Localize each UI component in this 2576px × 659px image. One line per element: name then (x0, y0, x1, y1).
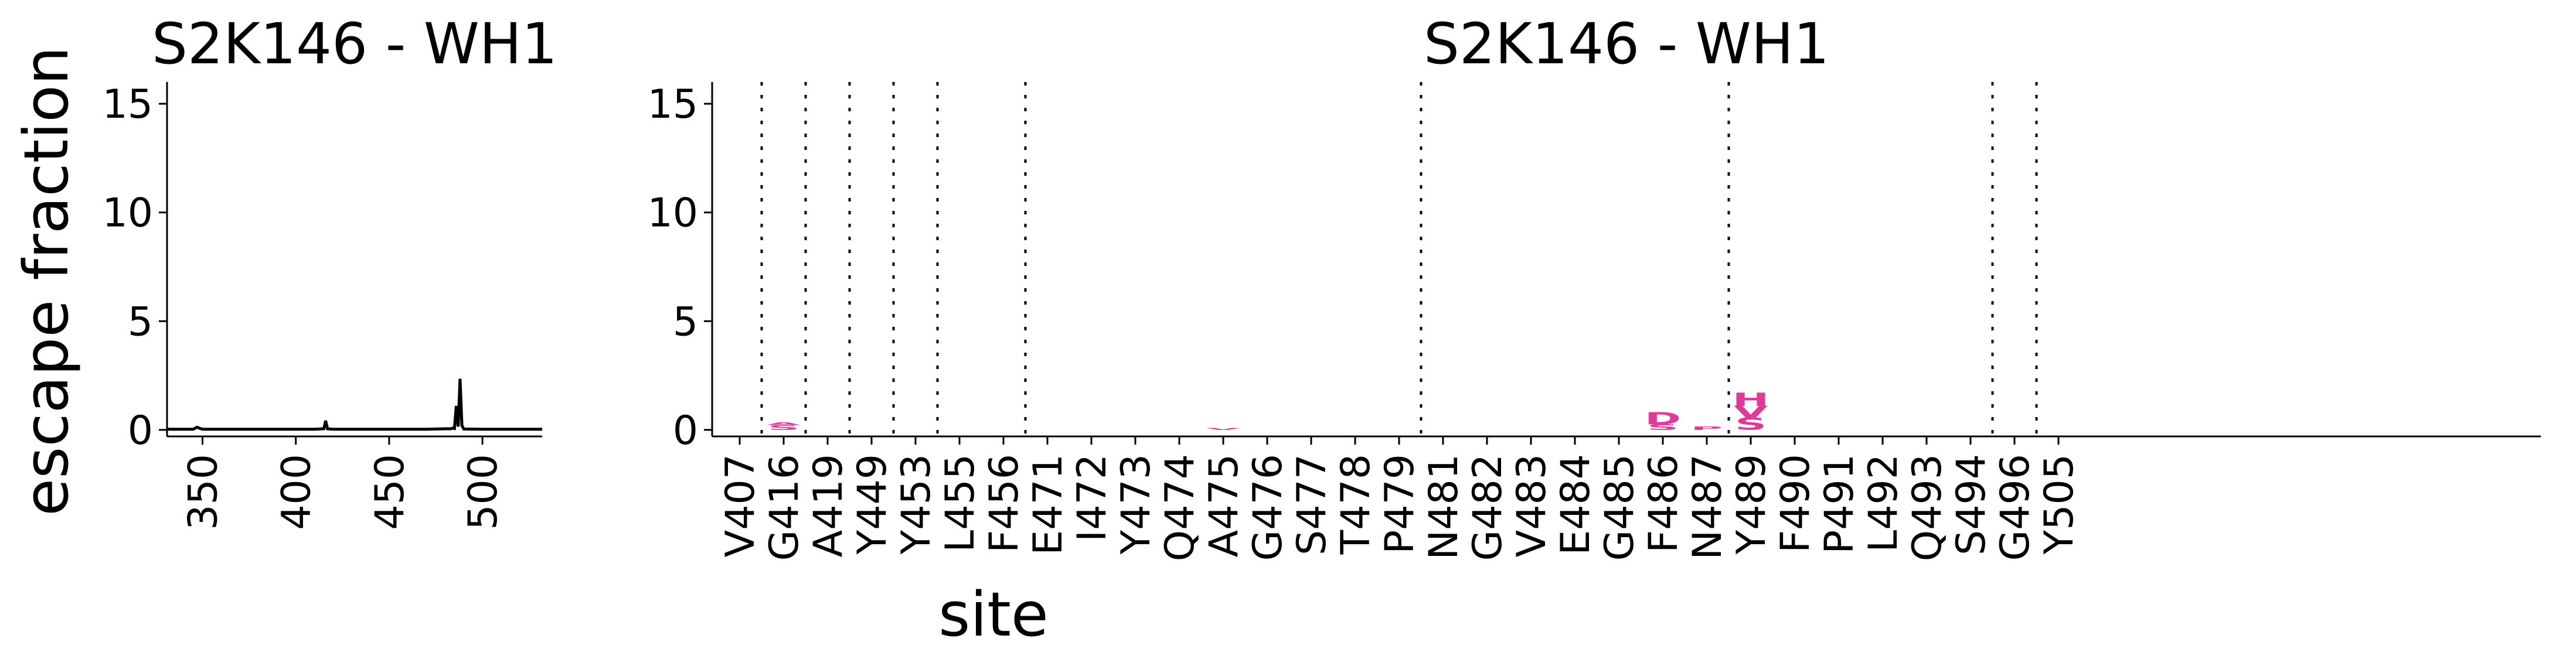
site-tick-label: F490 (1772, 454, 1819, 553)
logo-letter: H (1733, 389, 1769, 410)
site-tick-label: T478 (1333, 454, 1379, 555)
site-tick-label: Y453 (893, 454, 940, 555)
logo-plot-axes: 0 5 10 15 V407G416A419Y449Y453L455F456E471I4… (647, 81, 2541, 561)
site-tick-label: Y449 (849, 454, 896, 555)
site-tick-label: S494 (1948, 454, 1995, 555)
y-tick-label: 0 (128, 408, 153, 454)
site-tick-label: A419 (805, 454, 852, 557)
site-tick-label: A475 (1201, 454, 1247, 557)
site-tick-label: G476 (1245, 454, 1291, 561)
site-tick-label: L492 (1860, 454, 1907, 552)
logo-letter: V (1206, 428, 1240, 431)
site-tick-label: Y489 (1728, 454, 1775, 555)
logo-letter: D (1645, 409, 1681, 429)
y-tick-label: 10 (647, 190, 698, 237)
site-tick-label: F486 (1641, 454, 1687, 553)
y-axis-label: escape fraction (11, 46, 82, 516)
logo-plot-panel: S2K146 - WH1 site 0 5 10 15 V407G416A419Y449… (647, 11, 2541, 650)
y-tick-label: 10 (102, 190, 153, 237)
site-tick-label: G416 (761, 454, 808, 561)
line-plot-axes: 0 5 10 15 350 400 450 500 (102, 81, 542, 530)
line-plot-series (167, 378, 542, 431)
logo-letter: V (1734, 402, 1768, 422)
logo-letter: S (1647, 423, 1679, 432)
site-tick-label: V407 (717, 454, 764, 557)
site-tick-label: V483 (1509, 454, 1555, 557)
site-tick-label: Q493 (1904, 454, 1951, 561)
logo-letter: S (1735, 415, 1767, 434)
logo-letter: S (768, 424, 799, 431)
site-tick-label: E471 (1025, 454, 1071, 555)
line-plot-title: S2K146 - WH1 (152, 11, 557, 77)
logo-letter: P (1691, 426, 1723, 431)
logo-letters: SAV SD P SVH (767, 389, 1769, 433)
logo-plot-title: S2K146 - WH1 (1424, 11, 1829, 77)
site-tick-label: S477 (1289, 454, 1335, 555)
x-tick-label: 450 (367, 454, 413, 530)
site-tick-label: E484 (1553, 454, 1599, 555)
y-tick-label: 15 (647, 81, 698, 128)
site-tick-label: Y473 (1113, 454, 1159, 555)
site-tick-label: P479 (1377, 454, 1423, 554)
site-tick-label: F456 (981, 454, 1027, 553)
x-axis-label: site (938, 579, 1049, 650)
x-tick-label: 350 (180, 454, 226, 530)
y-tick-label: 0 (673, 408, 698, 454)
site-tick-label: I472 (1069, 454, 1115, 542)
x-tick-label: 400 (274, 454, 320, 530)
x-tick-label: 500 (460, 454, 506, 530)
site-tick-label: P491 (1816, 454, 1863, 554)
site-tick-label: L455 (937, 454, 984, 552)
site-tick-label: G496 (1992, 454, 2039, 561)
site-tick-label: G485 (1597, 454, 1643, 561)
site-tick-label: N481 (1421, 454, 1467, 560)
site-tick-label: Q474 (1157, 454, 1203, 561)
escape-fraction-line (167, 378, 542, 431)
y-tick-label: 15 (102, 81, 153, 128)
site-tick-label: Y505 (2036, 454, 2082, 555)
site-tick-label: N487 (1685, 454, 1731, 560)
y-tick-label: 5 (128, 299, 153, 345)
site-group-dividers (760, 82, 2038, 436)
site-tick-label: G482 (1465, 454, 1511, 561)
y-tick-label: 5 (673, 299, 698, 345)
logo-letter: A (767, 422, 801, 426)
line-plot-panel: S2K146 - WH1 escape fraction 0 5 10 15 350 40… (11, 11, 557, 530)
